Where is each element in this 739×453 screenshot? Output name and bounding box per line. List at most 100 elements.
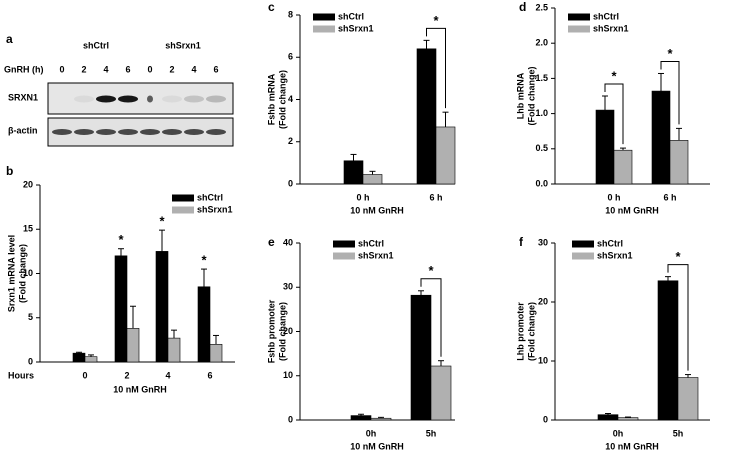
significance: * [428,263,434,278]
bar [651,90,671,185]
blot-band [184,129,204,135]
bar [430,365,452,421]
y-tick-label: 6 [288,52,293,62]
lane-label: 6 [125,64,130,74]
blot-band [118,95,138,103]
y-axis-label: Lhb promoter [515,302,525,361]
y-tick-label: 15 [23,224,33,234]
bar [209,343,223,363]
significance: * [667,46,673,61]
legend-label: shSrxn1 [197,204,233,214]
x-tick-label: 0 h [607,192,620,202]
bar [343,160,364,185]
blot-band [162,129,182,135]
y-axis-label: (Fold change) [277,302,287,361]
bar [677,377,699,421]
bar [350,415,372,421]
significance: * [433,13,439,28]
y-tick-label: 0.5 [535,143,548,153]
y-axis-label: (Fold change) [526,67,536,126]
x-axis-label: 10 nM GnRH [350,205,404,215]
bar [416,48,437,185]
bar [155,251,169,363]
bar [197,286,211,363]
significance-bracket [426,27,446,109]
x-tick-label: 0 [82,370,87,380]
x-axis-label: 10 nM GnRH [113,384,167,394]
blot-band [118,129,138,135]
lane-label: 4 [191,64,196,74]
blot-band [147,95,153,103]
y-tick-label: 20 [283,326,293,336]
bar [657,280,679,421]
x-caption: Hours [8,370,34,380]
bar [362,174,383,185]
blot-band [96,129,116,135]
y-tick-label: 10 [23,268,33,278]
x-tick-label: 0h [366,428,377,438]
lane-label: 4 [103,64,108,74]
lane-label: 0 [59,64,64,74]
x-tick-label: 6 h [429,192,442,202]
bar [410,294,432,421]
y-tick-label: 2 [288,136,293,146]
y-tick-label: 4 [288,94,293,104]
legend-swatch [313,13,335,21]
x-tick-label: 6 [207,370,212,380]
lane-label: 2 [81,64,86,74]
significance: * [159,214,165,229]
significance-bracket [604,83,624,145]
bar [597,414,619,421]
legend-label: shSrxn1 [597,250,633,260]
x-tick-label: 5h [426,428,437,438]
x-tick-label: 2 [124,370,129,380]
blot-band [74,129,94,135]
x-axis-label: 10 nM GnRH [605,441,659,451]
bar [617,417,639,421]
significance-bracket [667,264,689,371]
bar [167,337,181,363]
y-axis-label: (Fold change) [526,302,536,361]
bar [126,328,140,363]
blot-band [140,129,160,135]
blot-band [52,129,72,135]
x-tick-label: 6 h [663,192,676,202]
x-tick-label: 0h [613,428,624,438]
y-tick-label: 0 [543,414,548,424]
x-axis-label: 10 nM GnRH [350,441,404,451]
y-tick-label: 1.5 [535,73,548,83]
bar [370,417,392,421]
panel-letter: f [519,235,524,249]
blot-frame [47,82,234,115]
y-axis-label: Fshb promoter [266,299,276,363]
significance: * [118,232,124,247]
y-axis-label: (Fold change) [277,70,287,129]
blot-band [206,129,226,135]
bar [613,149,633,185]
legend-swatch [313,25,335,33]
legend-swatch [172,194,194,202]
bar [669,140,689,185]
y-axis-label: (Fold change) [17,244,27,303]
y-tick-label: 30 [283,282,293,292]
x-tick-label: 0 h [356,192,369,202]
legend-label: shSrxn1 [358,250,394,260]
y-tick-label: 2.0 [535,38,548,48]
legend-label: shCtrl [593,11,619,21]
group-label: shCtrl [83,40,109,50]
y-tick-label: 1.0 [535,108,548,118]
significance: * [675,249,681,264]
panel-letter: d [519,0,526,14]
bar [72,352,86,363]
bar [114,255,128,363]
legend-label: shCtrl [597,238,623,248]
legend-swatch [572,252,594,260]
significance-bracket [420,278,442,357]
lane-label: 0 [147,64,152,74]
y-tick-label: 10 [538,355,548,365]
legend-swatch [572,240,594,248]
blot-band [162,95,182,103]
legend-label: shCtrl [358,238,384,248]
y-tick-label: 5 [28,312,33,322]
